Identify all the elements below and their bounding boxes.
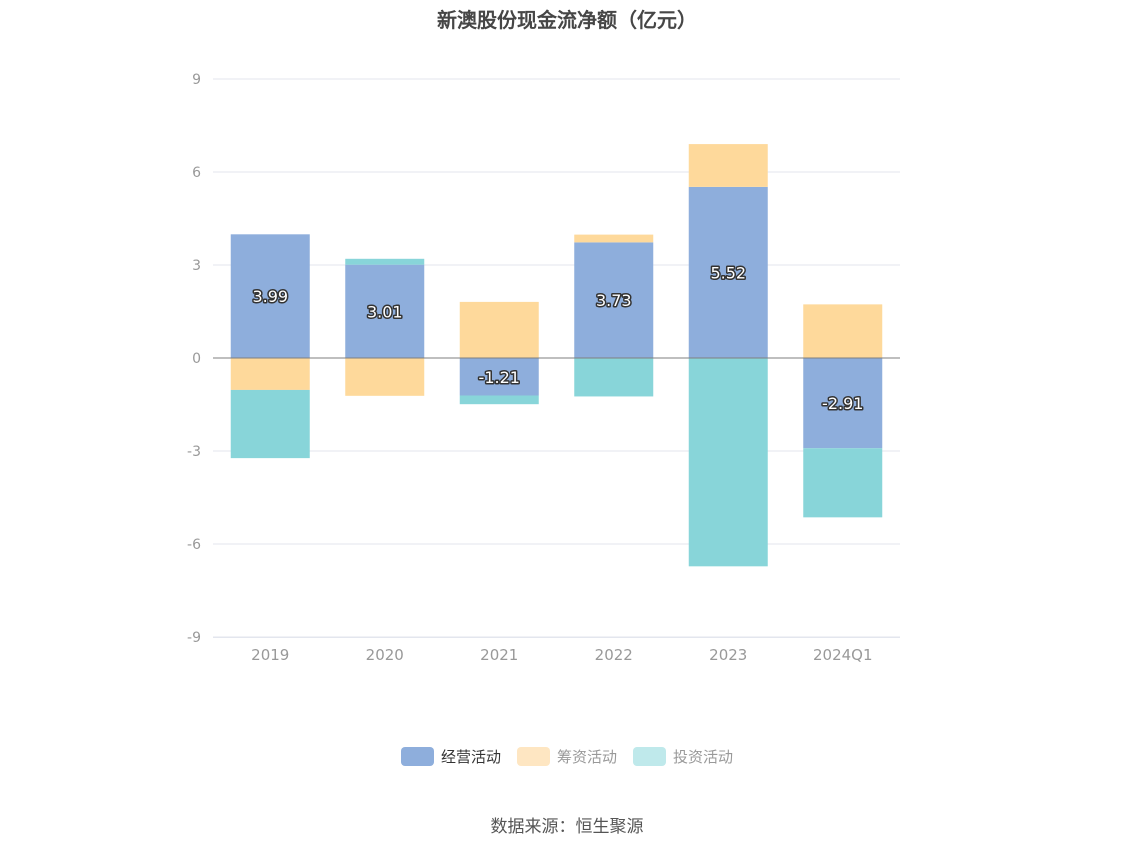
- legend-swatch-operating: [400, 747, 434, 766]
- data-source: 数据来源：恒生聚源: [490, 817, 644, 837]
- y-tick-label: -3: [187, 444, 201, 460]
- bar-2-0[interactable]: [230, 389, 310, 459]
- y-axis-tick-labels: 9 6 3 0 -3 -6 -9: [187, 72, 201, 646]
- zero-axis: [213, 357, 900, 638]
- legend-item-investing[interactable]: 投资活动: [633, 746, 733, 767]
- bar-1-2[interactable]: [459, 301, 539, 358]
- legend-swatch-investing: [633, 747, 666, 766]
- bar-1-1[interactable]: [345, 358, 425, 396]
- x-tick-label: 2024Q1: [813, 646, 873, 664]
- legend-swatch-financing: [516, 747, 550, 766]
- bar-2-3[interactable]: [574, 358, 654, 397]
- legend-item-financing[interactable]: 筹资活动: [516, 746, 617, 767]
- bar-0-4[interactable]: [688, 186, 768, 358]
- y-tick-label: 0: [192, 351, 201, 367]
- data-label: -2.91: [822, 394, 863, 413]
- y-tick-label: 3: [192, 258, 201, 274]
- legend-label-operating: 经营活动: [440, 748, 501, 766]
- x-axis-tick-labels: 2019 2020 2021 2022 2023 2024Q1: [251, 646, 872, 664]
- bar-1-0[interactable]: [230, 358, 310, 390]
- data-label: 3.01: [367, 302, 403, 321]
- chart-title: 新澳股份现金流净额（亿元）: [437, 8, 697, 32]
- legend: 经营活动 筹资活动 投资活动: [0, 746, 1134, 767]
- y-tick-label: -9: [187, 630, 201, 646]
- data-label: 3.73: [596, 291, 632, 310]
- bar-2-2[interactable]: [459, 395, 539, 405]
- bar-0-5[interactable]: [803, 358, 883, 449]
- data-label: 5.52: [710, 263, 746, 282]
- bar-2-1[interactable]: [345, 258, 425, 265]
- bar-series: [230, 144, 883, 567]
- bar-0-2[interactable]: [459, 358, 539, 396]
- bar-2-5[interactable]: [803, 448, 883, 518]
- x-tick-label: 2020: [366, 646, 404, 664]
- bar-0-3[interactable]: [574, 242, 654, 358]
- bar-1-4[interactable]: [688, 144, 768, 187]
- data-label: -1.21: [479, 368, 520, 387]
- y-tick-label: 6: [192, 165, 201, 181]
- x-tick-label: 2022: [595, 646, 633, 664]
- legend-item-operating[interactable]: 经营活动: [400, 746, 501, 767]
- bar-1-5[interactable]: [803, 304, 883, 358]
- x-tick-label: 2019: [251, 646, 289, 664]
- y-tick-label: -6: [187, 537, 201, 553]
- y-tick-label: 9: [192, 72, 201, 88]
- bar-0-1[interactable]: [345, 264, 425, 358]
- legend-label-investing: 投资活动: [673, 748, 734, 766]
- data-labels: 3.99 3.01 -1.21 3.73 5.52 -2.91: [251, 262, 865, 415]
- bar-2-4[interactable]: [688, 358, 768, 567]
- bar-0-0[interactable]: [230, 234, 310, 358]
- legend-label-financing: 筹资活动: [556, 748, 617, 766]
- data-label: 3.99: [252, 287, 288, 306]
- bar-1-3[interactable]: [574, 234, 654, 243]
- x-tick-label: 2023: [709, 646, 747, 664]
- x-tick-label: 2021: [480, 646, 518, 664]
